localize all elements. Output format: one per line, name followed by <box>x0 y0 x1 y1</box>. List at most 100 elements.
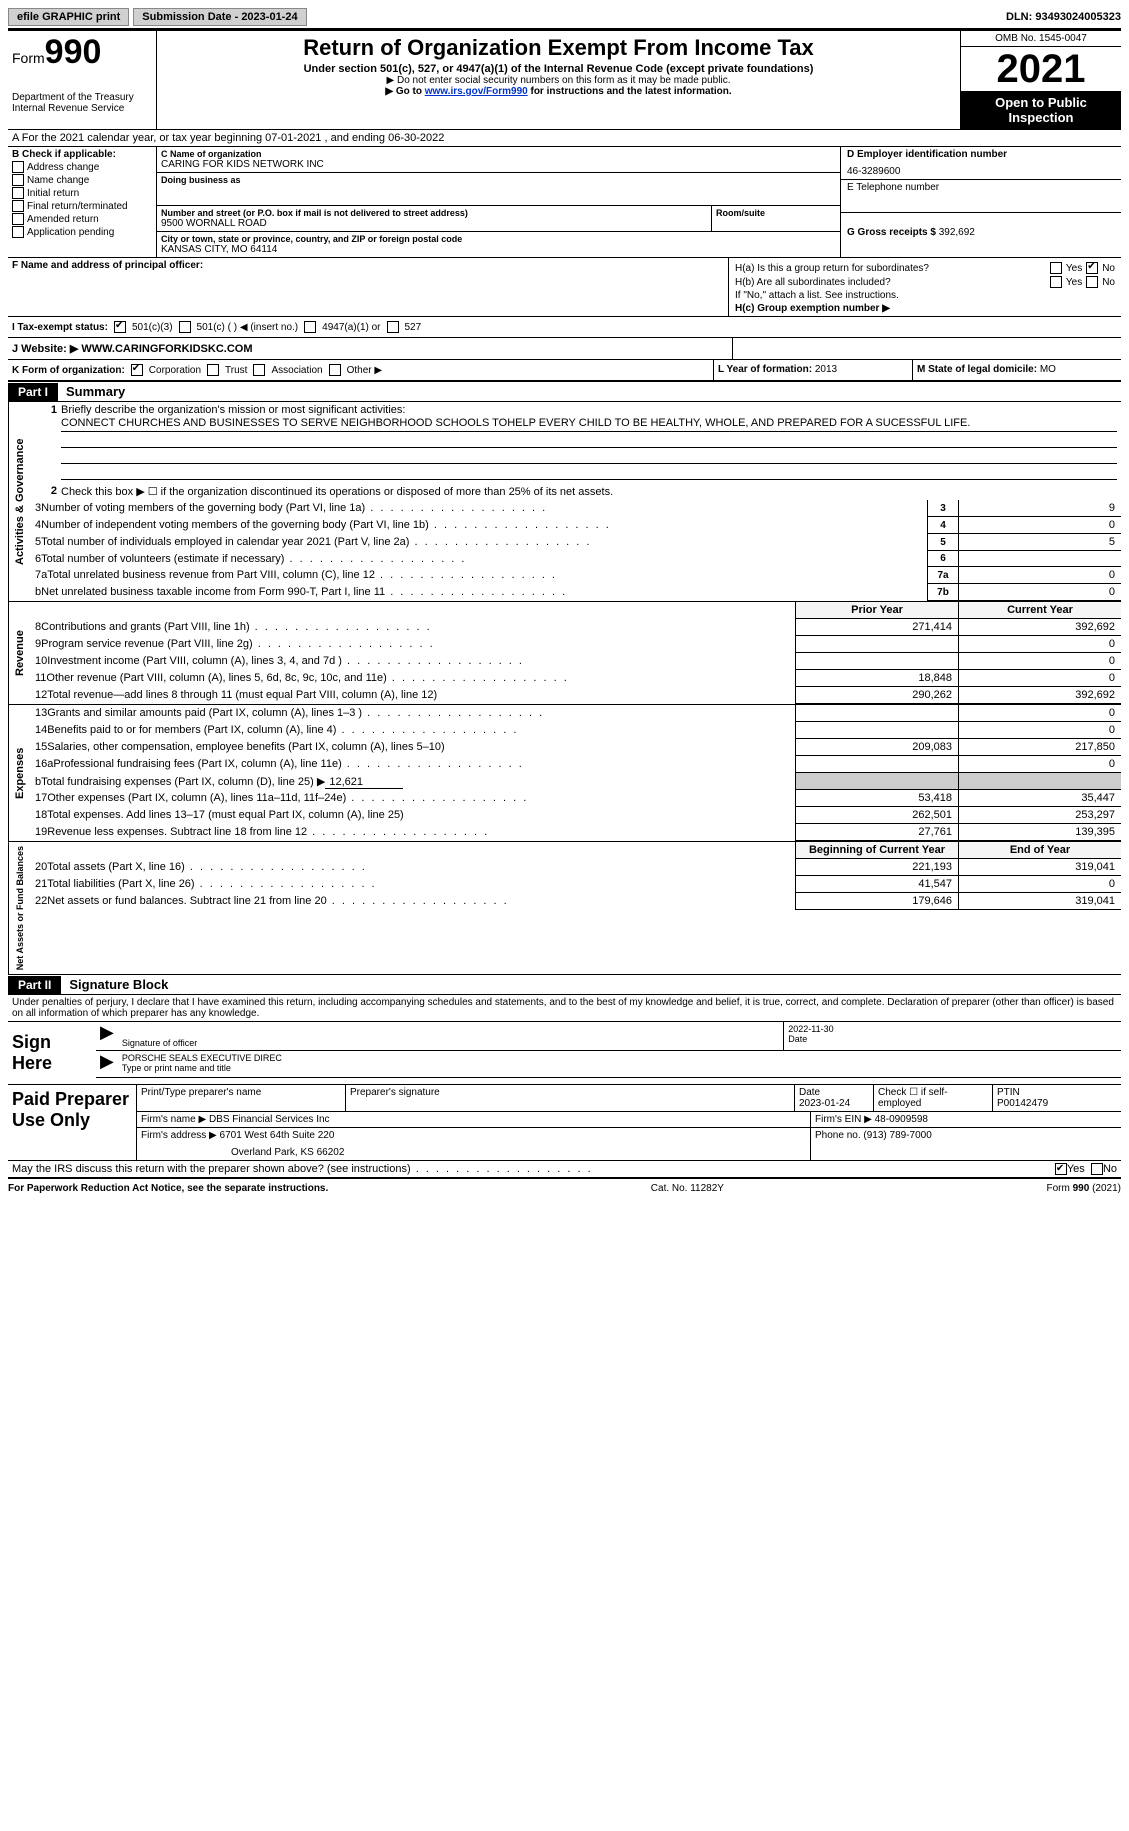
line9-current: 0 <box>958 636 1121 653</box>
footer-left: For Paperwork Reduction Act Notice, see … <box>8 1183 328 1194</box>
hb-yes-checkbox[interactable] <box>1050 276 1062 288</box>
trust-checkbox[interactable] <box>207 364 219 376</box>
line11-prior: 18,848 <box>795 670 958 687</box>
form-title: Return of Organization Exempt From Incom… <box>163 35 954 61</box>
501c3-checkbox[interactable] <box>114 321 126 333</box>
hb-no-checkbox[interactable] <box>1086 276 1098 288</box>
sig-date: 2022-11-30 <box>788 1024 1117 1034</box>
line14-prior <box>795 722 958 739</box>
line6-value <box>958 551 1121 567</box>
checkbox-name-change[interactable] <box>12 174 24 186</box>
checkbox-final-return[interactable] <box>12 200 24 212</box>
line16b-value: 12,621 <box>325 776 403 789</box>
firm-ein: 48-0909598 <box>875 1114 928 1125</box>
ssn-note: ▶ Do not enter social security numbers o… <box>163 75 954 86</box>
line5-value: 5 <box>958 534 1121 551</box>
may-yes-checkbox[interactable] <box>1055 1163 1067 1175</box>
line4-value: 0 <box>958 517 1121 534</box>
line16a-current: 0 <box>958 756 1121 773</box>
room-label: Room/suite <box>716 208 836 218</box>
website-label: J Website: ▶ <box>12 343 81 355</box>
part-i-title: Summary <box>58 382 133 401</box>
may-no-checkbox[interactable] <box>1091 1163 1103 1175</box>
ptin-value: P00142479 <box>997 1098 1048 1109</box>
501c-checkbox[interactable] <box>179 321 191 333</box>
hb-label: H(b) Are all subordinates included? <box>735 277 891 288</box>
footer-right: Form 990 (2021) <box>1047 1183 1121 1194</box>
dba-label: Doing business as <box>161 175 836 185</box>
gross-receipts-label: G Gross receipts $ <box>847 227 936 238</box>
part-ii-header: Part II <box>8 976 61 994</box>
may-irs-text: May the IRS discuss this return with the… <box>12 1163 411 1175</box>
checkbox-amended-return[interactable] <box>12 213 24 225</box>
form-subtitle: Under section 501(c), 527, or 4947(a)(1)… <box>163 63 954 75</box>
line20-prior: 221,193 <box>795 859 958 876</box>
irs-link[interactable]: www.irs.gov/Form990 <box>425 86 528 97</box>
footer-mid: Cat. No. 11282Y <box>651 1183 724 1194</box>
line11-current: 0 <box>958 670 1121 687</box>
ein-value: 46-3289600 <box>847 160 1115 177</box>
firm-addr2: Overland Park, KS 66202 <box>141 1141 806 1158</box>
sig-officer-label: Signature of officer <box>122 1038 197 1048</box>
top-bar: efile GRAPHIC print Submission Date - 20… <box>8 8 1121 26</box>
line13-current: 0 <box>958 705 1121 722</box>
line22-current: 319,041 <box>958 893 1121 910</box>
checkbox-address-change[interactable] <box>12 161 24 173</box>
column-b: B Check if applicable: Address change Na… <box>8 147 157 257</box>
vtab-activities: Activities & Governance <box>8 402 31 601</box>
prep-sig-label: Preparer's signature <box>350 1087 440 1098</box>
ha-no-checkbox[interactable] <box>1086 262 1098 274</box>
line17-current: 35,447 <box>958 790 1121 807</box>
current-year-header: Current Year <box>958 602 1121 619</box>
line12-prior: 290,262 <box>795 687 958 704</box>
checkbox-application-pending[interactable] <box>12 226 24 238</box>
line2: Check this box ▶ ☐ if the organization d… <box>61 485 1117 498</box>
penalties-text: Under penalties of perjury, I declare th… <box>8 995 1121 1021</box>
goto-line: ▶ Go to www.irs.gov/Form990 for instruct… <box>163 86 954 97</box>
line21-current: 0 <box>958 876 1121 893</box>
line1-label: Briefly describe the organization's miss… <box>61 404 405 416</box>
4947-checkbox[interactable] <box>304 321 316 333</box>
line17-prior: 53,418 <box>795 790 958 807</box>
principal-officer-label: F Name and address of principal officer: <box>12 260 203 271</box>
self-employed-check[interactable]: Check ☐ if self-employed <box>878 1087 948 1109</box>
line-a: A For the 2021 calendar year, or tax yea… <box>8 129 1121 146</box>
ein-label: D Employer identification number <box>847 149 1115 160</box>
part-i-header: Part I <box>8 383 58 401</box>
line1-value: CONNECT CHURCHES AND BUSINESSES TO SERVE… <box>61 417 1117 432</box>
ha-yes-checkbox[interactable] <box>1050 262 1062 274</box>
association-checkbox[interactable] <box>253 364 265 376</box>
prior-year-header: Prior Year <box>795 602 958 619</box>
vtab-expenses: Expenses <box>8 705 31 841</box>
line8-current: 392,692 <box>958 619 1121 636</box>
line7a-value: 0 <box>958 567 1121 584</box>
hb-note: If "No," attach a list. See instructions… <box>735 290 1115 301</box>
line15-prior: 209,083 <box>795 739 958 756</box>
line8-prior: 271,414 <box>795 619 958 636</box>
firm-name: DBS Financial Services Inc <box>209 1114 330 1125</box>
line3-value: 9 <box>958 500 1121 517</box>
line13-prior <box>795 705 958 722</box>
part-ii-title: Signature Block <box>61 975 176 994</box>
irs-label: Internal Revenue Service <box>12 103 152 114</box>
omb-number: OMB No. 1545-0047 <box>961 31 1121 47</box>
col-b-label: B Check if applicable: <box>12 149 152 160</box>
line19-prior: 27,761 <box>795 824 958 841</box>
gross-receipts-value: 392,692 <box>939 227 975 238</box>
527-checkbox[interactable] <box>387 321 399 333</box>
line21-prior: 41,547 <box>795 876 958 893</box>
efile-button[interactable]: efile GRAPHIC print <box>8 8 129 26</box>
sign-here-label: Sign Here <box>8 1022 96 1084</box>
city-label: City or town, state or province, country… <box>161 234 836 244</box>
org-name: CARING FOR KIDS NETWORK INC <box>161 159 836 170</box>
line7b-value: 0 <box>958 584 1121 601</box>
column-d: D Employer identification number 46-3289… <box>840 147 1121 257</box>
other-checkbox[interactable] <box>329 364 341 376</box>
year-formation: 2013 <box>815 364 837 375</box>
checkbox-initial-return[interactable] <box>12 187 24 199</box>
line18-current: 253,297 <box>958 807 1121 824</box>
line18-prior: 262,501 <box>795 807 958 824</box>
corporation-checkbox[interactable] <box>131 364 143 376</box>
address-label: Number and street (or P.O. box if mail i… <box>161 208 707 218</box>
telephone-label: E Telephone number <box>847 182 1115 193</box>
